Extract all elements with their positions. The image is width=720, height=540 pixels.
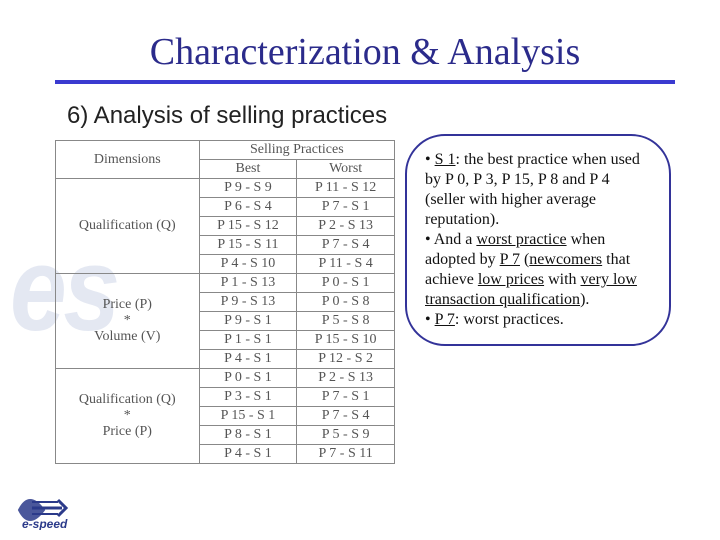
logo-icon: e-speed (14, 482, 104, 530)
txt-u: P 7 (435, 311, 455, 328)
callout-bubble: • S 1: the best practice when used by P … (405, 134, 671, 346)
cell: P 15 - S 11 (199, 236, 297, 255)
txt: • (425, 311, 435, 328)
cell: P 0 - S 8 (297, 293, 395, 312)
cell: P 7 - S 1 (297, 198, 395, 217)
txt: with (544, 271, 580, 288)
header-worst: Worst (297, 160, 395, 179)
cell: P 6 - S 4 (199, 198, 297, 217)
cell: P 7 - S 4 (297, 407, 395, 426)
txt: • And a (425, 231, 476, 248)
cell: P 9 - S 13 (199, 293, 297, 312)
logo-text: e-speed (22, 517, 68, 530)
slide: es Characterization & Analysis 6) Analys… (0, 0, 720, 540)
cell: P 0 - S 1 (297, 274, 395, 293)
content-area: Dimensions Selling Practices Best Worst … (55, 140, 675, 500)
cell: P 4 - S 1 (199, 445, 297, 464)
cell: P 15 - S 1 (199, 407, 297, 426)
cell: P 11 - S 12 (297, 179, 395, 198)
cell: P 7 - S 4 (297, 236, 395, 255)
cell: P 9 - S 1 (199, 312, 297, 331)
dim-qualification-price: Qualification (Q)*Price (P) (56, 369, 200, 464)
callout-text: • S 1: the best practice when used by P … (425, 151, 640, 328)
dim-qualification: Qualification (Q) (56, 179, 200, 274)
cell: P 15 - S 12 (199, 217, 297, 236)
cell: P 2 - S 13 (297, 217, 395, 236)
cell: P 5 - S 8 (297, 312, 395, 331)
cell: P 0 - S 1 (199, 369, 297, 388)
cell: P 1 - S 13 (199, 274, 297, 293)
header-dimensions: Dimensions (56, 141, 200, 179)
txt-u: low prices (478, 271, 544, 288)
cell: P 3 - S 1 (199, 388, 297, 407)
txt-u: newcomers (529, 251, 602, 268)
title-underline (55, 80, 675, 84)
page-title: Characterization & Analysis (55, 30, 675, 74)
brand-logo: e-speed (14, 482, 104, 530)
txt: : worst practices. (455, 311, 564, 328)
cell: P 8 - S 1 (199, 426, 297, 445)
txt: ( (520, 251, 529, 268)
header-practices: Selling Practices (199, 141, 394, 160)
txt: ). (580, 291, 589, 308)
txt-u: P 7 (500, 251, 520, 268)
cell: P 7 - S 1 (297, 388, 395, 407)
table-wrap: Dimensions Selling Practices Best Worst … (55, 140, 455, 464)
cell: P 1 - S 1 (199, 331, 297, 350)
subtitle: 6) Analysis of selling practices (67, 102, 675, 130)
cell: P 11 - S 4 (297, 255, 395, 274)
cell: P 2 - S 13 (297, 369, 395, 388)
practices-table: Dimensions Selling Practices Best Worst … (55, 140, 395, 464)
txt: • (425, 151, 435, 168)
cell: P 15 - S 10 (297, 331, 395, 350)
cell: P 4 - S 1 (199, 350, 297, 369)
cell: P 12 - S 2 (297, 350, 395, 369)
txt: : the best practice when used by P 0, P … (425, 151, 640, 228)
dim-price-volume: Price (P)*Volume (V) (56, 274, 200, 369)
txt-u: worst practice (476, 231, 566, 248)
cell: P 4 - S 10 (199, 255, 297, 274)
cell: P 9 - S 9 (199, 179, 297, 198)
cell: P 7 - S 11 (297, 445, 395, 464)
cell: P 5 - S 9 (297, 426, 395, 445)
header-best: Best (199, 160, 297, 179)
txt-u: S 1 (435, 151, 456, 168)
